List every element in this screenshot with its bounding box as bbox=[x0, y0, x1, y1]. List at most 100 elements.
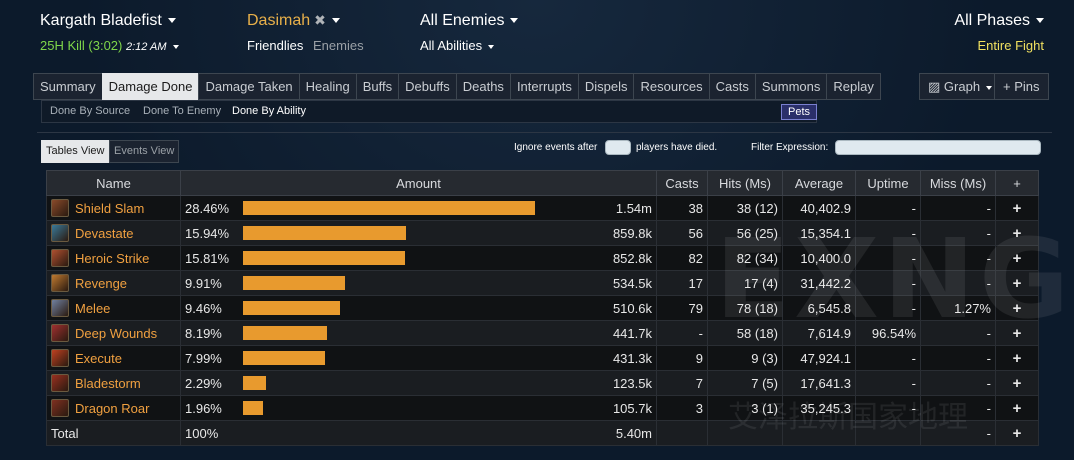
amount-bar-track bbox=[243, 251, 582, 265]
col-hits[interactable]: Hits (Ms) bbox=[707, 170, 783, 196]
ability-name[interactable]: Heroic Strike bbox=[75, 250, 150, 266]
expand-button[interactable]: + bbox=[995, 295, 1039, 321]
ability-name[interactable]: Shield Slam bbox=[75, 200, 145, 216]
expand-button[interactable]: + bbox=[995, 395, 1039, 421]
tab-casts[interactable]: Casts bbox=[708, 73, 755, 100]
amount-cell: 15.81% 852.8k bbox=[180, 245, 657, 271]
tab-deaths[interactable]: Deaths bbox=[455, 73, 510, 100]
uptime-cell: - bbox=[855, 220, 921, 246]
chevron-down-icon[interactable] bbox=[172, 44, 179, 49]
amount-bar bbox=[243, 301, 340, 315]
amount-bar bbox=[243, 226, 407, 240]
tab-replay[interactable]: Replay bbox=[826, 73, 881, 100]
tab-resources[interactable]: Resources bbox=[633, 73, 709, 100]
amount-percent: 7.99% bbox=[185, 350, 222, 366]
table-header: Name Amount Casts Hits (Ms) Average Upti… bbox=[46, 170, 1039, 196]
tab-damage-done[interactable]: Damage Done bbox=[101, 73, 199, 100]
uptime-cell: - bbox=[855, 195, 921, 221]
ability-cell: Deep Wounds bbox=[46, 320, 181, 346]
phase-selector[interactable]: All Phases bbox=[954, 12, 1044, 30]
tab-summons[interactable]: Summons bbox=[754, 73, 827, 100]
expand-button[interactable]: + bbox=[995, 195, 1039, 221]
bladestorm-icon bbox=[51, 374, 69, 392]
filter-expression-input[interactable] bbox=[835, 140, 1041, 155]
pets-toggle[interactable]: Pets bbox=[781, 104, 818, 120]
average-cell: 17,641.3 bbox=[782, 370, 856, 396]
enemies-link[interactable]: Enemies bbox=[312, 38, 364, 53]
tab-summary[interactable]: Summary bbox=[33, 73, 102, 100]
col-name[interactable]: Name bbox=[46, 170, 181, 196]
friendlies-link[interactable]: Friendlies bbox=[247, 38, 304, 53]
target-block: All Enemies All Abilities bbox=[420, 12, 519, 53]
tab-damage-taken[interactable]: Damage Taken bbox=[198, 73, 299, 100]
encounter-selector[interactable]: Kargath Bladefist bbox=[40, 12, 179, 30]
add-column-button[interactable]: + bbox=[995, 170, 1039, 196]
casts-cell: 82 bbox=[656, 245, 708, 271]
player-selector[interactable]: Dasimah ✖ bbox=[247, 12, 364, 30]
shield-slam-icon bbox=[51, 199, 69, 217]
ability-name[interactable]: Deep Wounds bbox=[75, 325, 158, 341]
total-label: Total bbox=[46, 420, 181, 446]
ability-selector[interactable]: All Abilities bbox=[420, 38, 518, 53]
done-to-enemy-link[interactable]: Done To Enemy bbox=[143, 105, 222, 117]
col-amount[interactable]: Amount bbox=[180, 170, 657, 196]
graph-button[interactable]: ▨ Graph bbox=[919, 73, 1002, 100]
ability-name[interactable]: Devastate bbox=[75, 225, 134, 241]
col-uptime[interactable]: Uptime bbox=[855, 170, 921, 196]
col-average[interactable]: Average bbox=[782, 170, 856, 196]
expand-button[interactable]: + bbox=[995, 245, 1039, 271]
ability-name[interactable]: Bladestorm bbox=[75, 375, 141, 391]
casts-cell: 7 bbox=[656, 370, 708, 396]
ability-name[interactable]: Execute bbox=[75, 350, 122, 366]
amount-percent: 9.91% bbox=[185, 275, 222, 291]
casts-cell: 79 bbox=[656, 295, 708, 321]
amount-bar bbox=[243, 276, 345, 290]
amount-cell: 1.96% 105.7k bbox=[180, 395, 657, 421]
amount-bar-track bbox=[243, 401, 582, 415]
content-panel bbox=[37, 132, 1052, 460]
amount-cell: 9.46% 510.6k bbox=[180, 295, 657, 321]
total-hits bbox=[707, 420, 783, 446]
expand-button[interactable]: + bbox=[995, 370, 1039, 396]
amount-value: 510.6k bbox=[612, 300, 652, 316]
tab-interrupts[interactable]: Interrupts bbox=[509, 73, 578, 100]
ability-name[interactable]: Revenge bbox=[75, 275, 128, 291]
ability-name[interactable]: Melee bbox=[75, 300, 111, 316]
hits-cell: 56 (25) bbox=[707, 220, 783, 246]
expand-button[interactable]: + bbox=[995, 270, 1039, 296]
expand-button[interactable]: + bbox=[995, 220, 1039, 246]
expand-button[interactable]: + bbox=[995, 345, 1039, 371]
close-icon[interactable]: ✖ bbox=[314, 12, 326, 28]
amount-bar-track bbox=[243, 376, 582, 390]
done-by-source-link[interactable]: Done By Source bbox=[50, 105, 131, 117]
col-casts[interactable]: Casts bbox=[656, 170, 708, 196]
tab-buffs[interactable]: Buffs bbox=[355, 73, 399, 100]
tab-healing[interactable]: Healing bbox=[298, 73, 356, 100]
death-count-input[interactable] bbox=[605, 140, 631, 155]
target-selector[interactable]: All Enemies bbox=[420, 12, 519, 30]
tab-debuffs[interactable]: Debuffs bbox=[398, 73, 456, 100]
table-row: Bladestorm 2.29% 123.5k 7 7 (5) 17,641.3- - + bbox=[46, 370, 1039, 396]
amount-percent: 8.19% bbox=[185, 325, 222, 341]
total-bar-spacer bbox=[243, 426, 582, 440]
hits-cell: 38 (12) bbox=[707, 195, 783, 221]
chevron-down-icon bbox=[331, 18, 340, 24]
expand-button[interactable]: + bbox=[995, 320, 1039, 346]
done-by-ability-link[interactable]: Done By Ability bbox=[232, 105, 306, 117]
fight-label[interactable]: Entire Fight bbox=[977, 38, 1044, 53]
col-miss[interactable]: Miss (Ms) bbox=[920, 170, 996, 196]
ability-cell: Revenge bbox=[46, 270, 181, 296]
ability-cell: Shield Slam bbox=[46, 195, 181, 221]
hits-cell: 3 (1) bbox=[707, 395, 783, 421]
average-cell: 6,545.8 bbox=[782, 295, 856, 321]
expand-button[interactable]: + bbox=[995, 420, 1039, 446]
ability-name[interactable]: Dragon Roar bbox=[75, 400, 150, 416]
amount-cell: 2.29% 123.5k bbox=[180, 370, 657, 396]
kill-info: 25H Kill (3:02) bbox=[40, 38, 123, 53]
uptime-cell: - bbox=[855, 395, 921, 421]
tables-view-tab[interactable]: Tables View bbox=[41, 140, 110, 163]
pins-button[interactable]: + Pins bbox=[994, 73, 1049, 100]
hits-cell: 78 (18) bbox=[707, 295, 783, 321]
events-view-tab[interactable]: Events View bbox=[109, 140, 180, 163]
tab-dispels[interactable]: Dispels bbox=[577, 73, 634, 100]
